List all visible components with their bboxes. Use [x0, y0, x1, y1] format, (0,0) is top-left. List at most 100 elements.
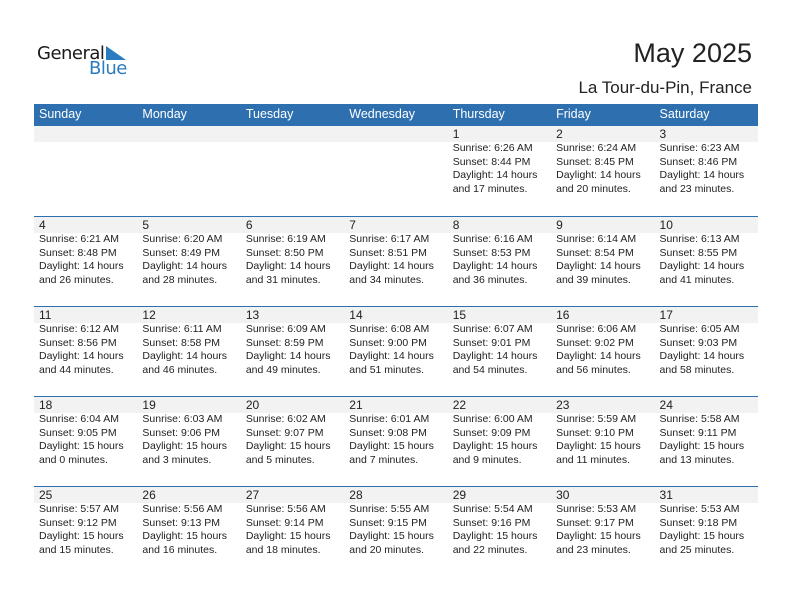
- day-number: 12: [142, 308, 156, 322]
- sunset-text: Sunset: 8:58 PM: [142, 336, 221, 349]
- sunrise-text: Sunrise: 6:04 AM: [39, 413, 119, 425]
- day-cell: 13 Sunrise: 6:09 AM Sunset: 8:59 PM Dayligh…: [241, 307, 344, 396]
- daylight-text: Daylight: 15 hours: [142, 530, 228, 542]
- logo: General Blue: [37, 43, 137, 83]
- daylight-text: Daylight: 14 hours: [452, 260, 538, 272]
- day-number: 11: [39, 308, 52, 322]
- day-cell: 23 Sunrise: 5:59 AM Sunset: 9:10 PM Dayligh…: [551, 397, 654, 486]
- daylight-minutes-text: and 20 minutes.: [556, 182, 631, 195]
- daylight-text: Daylight: 15 hours: [245, 440, 331, 452]
- page-title: May 2025: [633, 38, 752, 68]
- sunset-text: Sunset: 9:12 PM: [39, 516, 117, 529]
- daylight-text: Daylight: 14 hours: [349, 350, 434, 362]
- day-cell: 10 Sunrise: 6:13 AM Sunset: 8:55 PM Dayligh…: [655, 217, 758, 306]
- logo-word-blue: Blue: [89, 58, 127, 79]
- day-number: 28: [349, 488, 363, 502]
- sunset-text: Sunset: 8:50 PM: [245, 246, 324, 259]
- date-band: [34, 126, 758, 142]
- sunset-text: Sunset: 8:48 PM: [39, 246, 117, 259]
- day-number: 14: [349, 308, 363, 322]
- day-cell: 25 Sunrise: 5:57 AM Sunset: 9:12 PM Dayligh…: [34, 487, 137, 576]
- sunrise-text: Sunrise: 6:14 AM: [556, 233, 637, 245]
- day-number: 10: [659, 218, 673, 232]
- day-number: 3: [659, 127, 667, 141]
- sunrise-text: Sunrise: 6:24 AM: [556, 142, 637, 154]
- sunrise-text: Sunrise: 5:55 AM: [349, 503, 430, 515]
- week-row: 18 Sunrise: 6:04 AM Sunset: 9:05 PM Dayligh…: [34, 396, 758, 486]
- daylight-text: Daylight: 14 hours: [142, 350, 228, 362]
- sunrise-text: Sunrise: 6:07 AM: [452, 323, 533, 335]
- daylight-minutes-text: and 49 minutes.: [245, 363, 321, 376]
- sunset-text: Sunset: 9:16 PM: [452, 516, 531, 529]
- sunset-text: Sunset: 8:56 PM: [39, 336, 117, 349]
- sunset-text: Sunset: 8:53 PM: [452, 246, 531, 259]
- day-number: 24: [659, 398, 673, 412]
- daylight-minutes-text: and 0 minutes.: [39, 453, 108, 466]
- day-number: 25: [39, 488, 53, 502]
- empty-cell: [34, 126, 137, 216]
- sunrise-text: Sunrise: 6:06 AM: [556, 323, 637, 335]
- day-cell: 30 Sunrise: 5:53 AM Sunset: 9:17 PM Dayligh…: [551, 487, 654, 576]
- daylight-minutes-text: and 36 minutes.: [452, 273, 528, 286]
- sunset-text: Sunset: 9:01 PM: [452, 336, 531, 349]
- daylight-text: Daylight: 15 hours: [659, 530, 745, 542]
- logo-triangle-icon: [106, 46, 126, 60]
- daylight-minutes-text: and 23 minutes.: [556, 543, 631, 556]
- sunset-text: Sunset: 9:11 PM: [659, 426, 737, 439]
- day-number: 5: [142, 218, 150, 232]
- day-number: 21: [349, 398, 363, 412]
- daylight-text: Daylight: 15 hours: [659, 440, 745, 452]
- daylight-minutes-text: and 17 minutes.: [452, 182, 528, 195]
- daylight-text: Daylight: 14 hours: [142, 260, 228, 272]
- daylight-text: Daylight: 14 hours: [245, 260, 331, 272]
- sunset-text: Sunset: 9:09 PM: [452, 426, 531, 439]
- day-number: 6: [245, 218, 253, 232]
- day-cell: 2 Sunrise: 6:24 AM Sunset: 8:45 PM Daylight…: [551, 126, 654, 216]
- sunset-text: Sunset: 9:10 PM: [556, 426, 634, 439]
- day-cell: 4 Sunrise: 6:21 AM Sunset: 8:48 PM Daylight…: [34, 217, 137, 306]
- daylight-text: Daylight: 14 hours: [556, 260, 641, 272]
- sunset-text: Sunset: 9:15 PM: [349, 516, 427, 529]
- sunset-text: Sunset: 9:02 PM: [556, 336, 634, 349]
- sunrise-text: Sunrise: 5:59 AM: [556, 413, 637, 425]
- daylight-minutes-text: and 22 minutes.: [452, 543, 528, 556]
- daylight-minutes-text: and 56 minutes.: [556, 363, 631, 376]
- sunrise-text: Sunrise: 6:26 AM: [452, 142, 533, 154]
- day-number: 27: [245, 488, 260, 502]
- sunrise-text: Sunrise: 6:23 AM: [659, 142, 740, 154]
- daylight-minutes-text: and 23 minutes.: [659, 182, 735, 195]
- day-cell: 15 Sunrise: 6:07 AM Sunset: 9:01 PM Dayligh…: [448, 307, 551, 396]
- sunrise-text: Sunrise: 6:16 AM: [452, 233, 533, 245]
- day-number: 26: [142, 488, 156, 502]
- daylight-minutes-text: and 34 minutes.: [349, 273, 424, 286]
- sunset-text: Sunset: 9:14 PM: [245, 516, 324, 529]
- week-row: 1 Sunrise: 6:26 AM Sunset: 8:44 PM Daylight…: [34, 126, 758, 216]
- sunset-text: Sunset: 8:59 PM: [245, 336, 324, 349]
- daylight-minutes-text: and 7 minutes.: [349, 453, 419, 466]
- week-row: 4 Sunrise: 6:21 AM Sunset: 8:48 PM Daylight…: [34, 216, 758, 306]
- sunrise-text: Sunrise: 6:13 AM: [659, 233, 740, 245]
- day-number: 16: [556, 308, 570, 322]
- daylight-text: Daylight: 14 hours: [245, 350, 331, 362]
- day-number: 7: [349, 218, 356, 232]
- sunset-text: Sunset: 9:18 PM: [659, 516, 738, 529]
- daylight-minutes-text: and 28 minutes.: [142, 273, 218, 286]
- sunset-text: Sunset: 8:44 PM: [452, 155, 531, 168]
- day-number: 15: [452, 308, 467, 322]
- day-cell: 5 Sunrise: 6:20 AM Sunset: 8:49 PM Daylight…: [137, 217, 240, 306]
- daylight-minutes-text: and 58 minutes.: [659, 363, 735, 376]
- daylight-text: Daylight: 14 hours: [659, 169, 745, 181]
- sunrise-text: Sunrise: 6:19 AM: [245, 233, 326, 245]
- sunset-text: Sunset: 8:55 PM: [659, 246, 738, 259]
- sunset-text: Sunset: 8:45 PM: [556, 155, 634, 168]
- daylight-minutes-text: and 16 minutes.: [142, 543, 218, 556]
- sunrise-text: Sunrise: 5:57 AM: [39, 503, 119, 515]
- daylight-text: Daylight: 15 hours: [39, 530, 124, 542]
- daylight-minutes-text: and 20 minutes.: [349, 543, 424, 556]
- sunset-text: Sunset: 9:06 PM: [142, 426, 221, 439]
- daylight-minutes-text: and 25 minutes.: [659, 543, 735, 556]
- sunset-text: Sunset: 9:05 PM: [39, 426, 117, 439]
- daylight-text: Daylight: 14 hours: [659, 260, 745, 272]
- sunset-text: Sunset: 8:49 PM: [142, 246, 221, 259]
- daylight-text: Daylight: 15 hours: [39, 440, 124, 452]
